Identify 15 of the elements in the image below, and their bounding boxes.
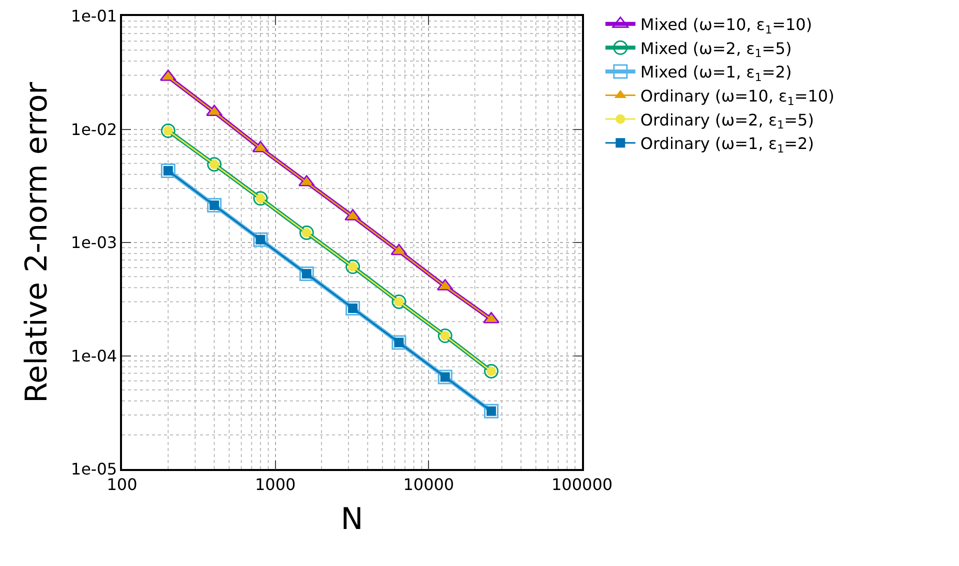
y-tick-label: 1e-03 (70, 233, 118, 252)
legend-label: Ordinary (ω=2, ε$_{1}$=5) (640, 110, 814, 132)
y-axis-title: Relative 2-norm error (19, 81, 54, 403)
legend-label: Mixed (ω=10, ε$_{1}$=10) (640, 15, 812, 36)
y-tick-label: 1e-01 (70, 6, 118, 26)
legend-label: Ordinary (ω=10, ε$_{1}$=10) (640, 86, 834, 108)
y-tick-label: 1e-04 (70, 346, 118, 366)
y-tick-label: 1e-02 (70, 120, 118, 139)
x-tick-label: 100000 (551, 474, 613, 494)
x-tick-label: 10000 (403, 474, 454, 494)
legend-label: Mixed (ω=1, ε$_{1}$=2) (640, 62, 792, 84)
x-tick-label: 1000 (254, 474, 296, 494)
x-axis-title: N (340, 502, 364, 537)
legend-label: Mixed (ω=2, ε$_{1}$=5) (640, 38, 792, 60)
legend-label: Ordinary (ω=1, ε$_{1}$=2) (640, 134, 814, 156)
